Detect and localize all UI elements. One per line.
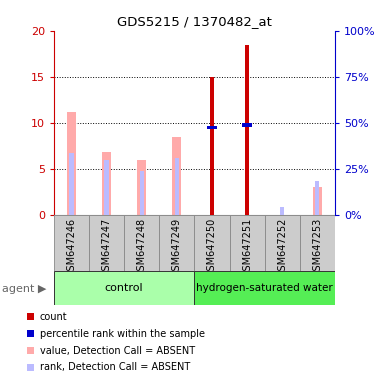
Bar [137,160,146,215]
Bar [229,215,265,271]
Bar [313,187,322,215]
Bar [54,215,89,271]
Bar [89,215,124,271]
Bar [69,153,74,215]
Bar [172,137,181,215]
Text: GSM647251: GSM647251 [242,218,252,277]
Bar [67,112,76,215]
Bar [140,171,144,215]
Text: GSM647250: GSM647250 [207,218,217,277]
Text: count: count [40,312,67,322]
Bar [280,207,285,215]
Text: hydrogen-saturated water: hydrogen-saturated water [196,283,333,293]
Bar [210,77,214,215]
Bar [315,181,320,215]
Text: GSM647248: GSM647248 [137,218,147,277]
Text: value, Detection Call = ABSENT: value, Detection Call = ABSENT [40,346,195,356]
Bar [102,152,111,215]
Bar [264,215,300,271]
Bar [242,123,253,127]
Text: control: control [105,283,144,293]
Text: GSM647253: GSM647253 [312,218,322,277]
Text: GSM647252: GSM647252 [277,218,287,277]
Bar [194,215,229,271]
Text: GSM647246: GSM647246 [67,218,77,277]
Bar [104,160,109,215]
Text: rank, Detection Call = ABSENT: rank, Detection Call = ABSENT [40,362,190,372]
Bar [207,126,217,129]
Text: GSM647247: GSM647247 [102,218,112,277]
Bar [300,215,335,271]
Text: GSM647249: GSM647249 [172,218,182,277]
Text: percentile rank within the sample: percentile rank within the sample [40,329,205,339]
Text: agent ▶: agent ▶ [2,284,46,294]
Title: GDS5215 / 1370482_at: GDS5215 / 1370482_at [117,15,272,28]
Bar [245,45,249,215]
Bar [194,271,335,305]
Bar [159,215,194,271]
Bar [124,215,159,271]
Bar [54,271,194,305]
Bar [175,158,179,215]
